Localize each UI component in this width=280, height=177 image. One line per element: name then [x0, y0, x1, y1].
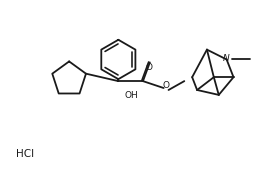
Text: O: O — [162, 81, 169, 90]
Text: N: N — [222, 54, 229, 63]
Text: O: O — [145, 63, 152, 72]
Text: OH: OH — [124, 91, 138, 100]
Text: HCl: HCl — [16, 149, 34, 159]
